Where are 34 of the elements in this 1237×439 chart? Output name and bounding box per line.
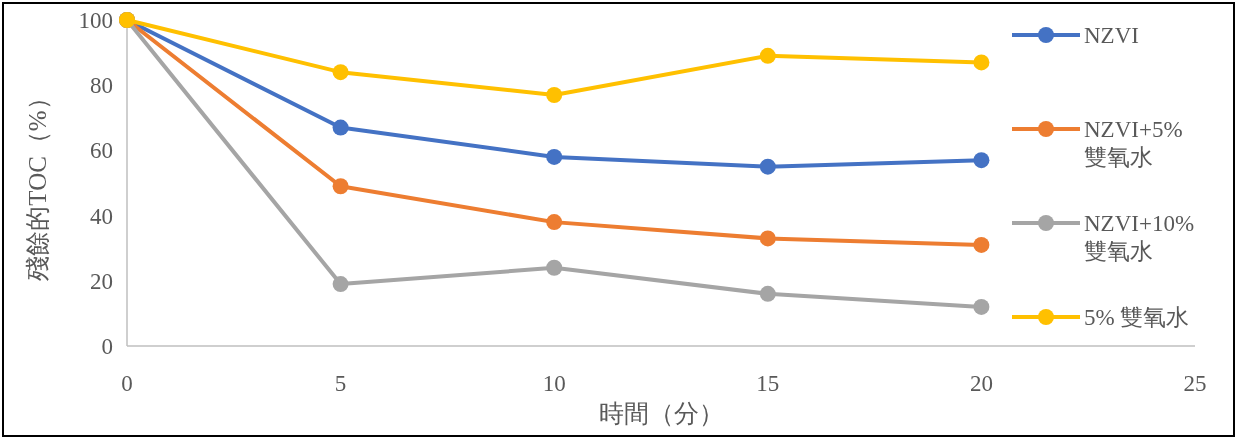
y-tick-label: 0 xyxy=(101,334,113,359)
legend-label: NZVI+5% 雙氧水 xyxy=(1084,117,1183,170)
x-tick-label: 20 xyxy=(969,371,993,396)
y-tick-label: 60 xyxy=(90,138,113,164)
point xyxy=(973,152,990,169)
legend-label: 5% 雙氧水 xyxy=(1084,305,1190,330)
x-axis-title: 時間（分） xyxy=(598,400,724,427)
point xyxy=(546,259,563,276)
y-tick-label: 40 xyxy=(90,203,113,229)
point xyxy=(546,214,563,231)
x-tick-label: 10 xyxy=(542,371,566,396)
point xyxy=(332,119,349,136)
point xyxy=(973,298,990,315)
point xyxy=(546,86,563,103)
legend-label: NZVI+10% 雙氧水 xyxy=(1084,211,1195,264)
point xyxy=(973,54,990,71)
y-tick-label: 100 xyxy=(78,8,113,33)
point xyxy=(332,276,349,293)
point xyxy=(332,178,349,195)
y-tick-label: 20 xyxy=(90,268,113,294)
point xyxy=(759,230,776,247)
y-tick-label: 80 xyxy=(90,73,113,99)
x-tick-label: 5 xyxy=(334,371,347,396)
legend-label: NZVI xyxy=(1084,23,1139,48)
point xyxy=(546,148,563,165)
point xyxy=(759,285,776,302)
point xyxy=(759,47,776,64)
x-tick-label: 25 xyxy=(1183,371,1207,396)
x-tick-label: 0 xyxy=(121,371,133,396)
point xyxy=(973,236,990,253)
y-axis-title: 殘餘的TOC（%） xyxy=(24,85,51,281)
x-tick-label: 15 xyxy=(756,371,780,396)
point xyxy=(759,158,776,175)
point xyxy=(332,64,349,81)
